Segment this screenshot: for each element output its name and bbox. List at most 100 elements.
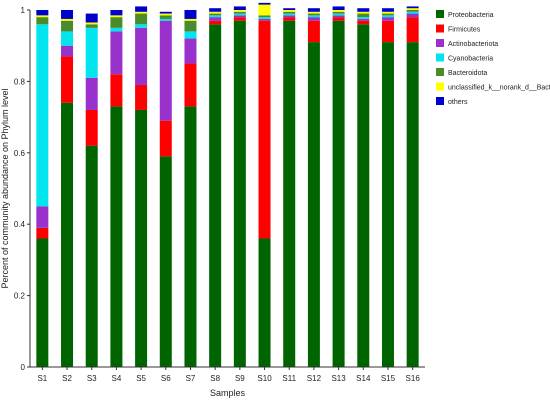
y-tick-label: 0.2 [14, 292, 26, 301]
bar-segment-S11-3 [283, 13, 296, 16]
y-tick-label: 1 [21, 6, 26, 15]
bar-segment-S15-2 [381, 17, 394, 21]
bar-segment-S1-6 [36, 10, 49, 16]
bar-segment-S9-0 [233, 20, 246, 368]
x-tick-label: S15 [381, 374, 396, 383]
legend-label: Firmicutes [448, 27, 481, 34]
y-tick-label: 0 [21, 363, 26, 372]
bar-segment-S9-5 [233, 10, 246, 12]
bar-segment-S7-5 [184, 18, 197, 21]
x-tick-label: S8 [210, 374, 220, 383]
bar-segment-S6-0 [159, 156, 172, 367]
x-tick-label: S6 [161, 374, 171, 383]
legend-swatch [436, 68, 444, 76]
legend: Proteobacteria Firmicutes Actinobacteriota… [436, 10, 550, 106]
bar-segment-S12-6 [307, 8, 320, 12]
bar-segment-S7-2 [184, 38, 197, 64]
bar-segment-S3-2 [85, 77, 98, 110]
bar-segment-S5-3 [135, 24, 148, 28]
legend-swatch [436, 10, 444, 18]
bar-segment-S12-1 [307, 20, 320, 43]
bar-segment-S4-6 [110, 10, 123, 16]
y-axis-title: Percent of community abundance on Phylum… [0, 88, 10, 288]
axes-layer [29, 10, 425, 368]
bar-segment-S13-0 [332, 20, 345, 368]
x-ticks: S1 S2 S3 S4 S5 S6 S7 S8 S9 S10 S11 S12 S13 S14 S15 S16 [37, 367, 420, 383]
bar-segment-S15-0 [381, 42, 394, 367]
bar-segment-S8-4 [209, 13, 222, 16]
bar-segment-S9-4 [233, 11, 246, 14]
x-tick-label: S11 [282, 374, 296, 383]
bar-segment-S6-1 [159, 120, 172, 157]
bar-segment-S1-3 [36, 24, 49, 207]
y-tick-label: 0.8 [14, 77, 26, 86]
bar-segment-S9-1 [233, 17, 246, 21]
bar-segment-S13-1 [332, 17, 345, 21]
bar-segment-S1-0 [36, 238, 49, 367]
bar-segment-S6-2 [159, 20, 172, 121]
bar-segment-S11-4 [283, 11, 296, 14]
bar-segment-S16-2 [406, 13, 419, 18]
bar-segment-S3-4 [85, 24, 98, 28]
bar-segment-S13-5 [332, 10, 345, 12]
bar-segment-S3-3 [85, 27, 98, 78]
bar-segment-S2-4 [61, 20, 74, 32]
x-tick-label: S16 [406, 374, 421, 383]
bar-segment-S7-4 [184, 20, 197, 32]
bar-segment-S9-6 [233, 6, 246, 10]
bar-segment-S5-4 [135, 13, 148, 25]
bar-segment-S11-5 [283, 10, 296, 12]
x-tick-label: S3 [87, 374, 97, 383]
bar-segment-S3-5 [85, 22, 98, 25]
legend-label: Bacteroidota [448, 70, 487, 77]
bar-segment-S4-3 [110, 27, 123, 32]
bar-segment-S15-5 [381, 11, 394, 14]
bar-segment-S14-2 [357, 18, 370, 21]
bar-segment-S10-2 [258, 18, 271, 21]
x-tick-label: S5 [136, 374, 146, 383]
bar-segment-S12-4 [307, 13, 320, 16]
bar-segment-S3-0 [85, 145, 98, 367]
legend-label: unclassified_k__norank_d__Bacteria [448, 85, 550, 92]
legend-swatch [436, 39, 444, 47]
bar-segment-S10-5 [258, 4, 271, 16]
bar-segment-S16-6 [406, 6, 419, 9]
legend-label: Proteobacteria [448, 12, 494, 19]
bar-segment-S5-1 [135, 84, 148, 110]
bar-segment-S2-2 [61, 45, 74, 57]
bar-segment-S13-3 [332, 13, 345, 16]
bar-segment-S7-3 [184, 31, 197, 39]
bar-segment-S10-4 [258, 15, 271, 18]
y-ticks: 0 0.2 0.4 0.6 0.8 1 [14, 6, 30, 372]
bar-segment-S3-6 [85, 13, 98, 23]
bar-segment-S2-5 [61, 18, 74, 21]
bar-segment-S11-6 [283, 8, 296, 10]
bar-segment-S16-4 [406, 10, 419, 12]
bar-segment-S7-0 [184, 106, 197, 367]
bar-segment-S3-1 [85, 109, 98, 146]
bar-segment-S1-4 [36, 17, 49, 25]
bar-segment-S14-0 [357, 24, 370, 368]
bar-segment-S9-2 [233, 15, 246, 18]
legend-swatch [436, 82, 444, 91]
bar-segment-S2-3 [61, 31, 74, 46]
bar-segment-S16-0 [406, 42, 419, 367]
bar-segment-S6-4 [159, 15, 172, 19]
bar-segment-S13-4 [332, 11, 345, 14]
bar-segment-S10-0 [258, 238, 271, 367]
bar-segment-S1-5 [36, 15, 49, 18]
legend-label: Actinobacteriota [448, 41, 498, 48]
bar-segment-S16-1 [406, 17, 419, 43]
bar-segment-S4-4 [110, 17, 123, 28]
bar-segment-S11-2 [283, 15, 296, 18]
bar-segment-S5-6 [135, 6, 148, 12]
bar-segment-S13-6 [332, 6, 345, 10]
bar-segment-S14-5 [357, 11, 370, 14]
bar-segment-S8-6 [209, 8, 222, 12]
bar-segment-S4-5 [110, 15, 123, 18]
bar-segment-S6-5 [159, 13, 172, 16]
bar-segment-S2-6 [61, 10, 74, 19]
bar-segment-S12-5 [307, 11, 320, 14]
bar-segment-S15-6 [381, 8, 394, 12]
